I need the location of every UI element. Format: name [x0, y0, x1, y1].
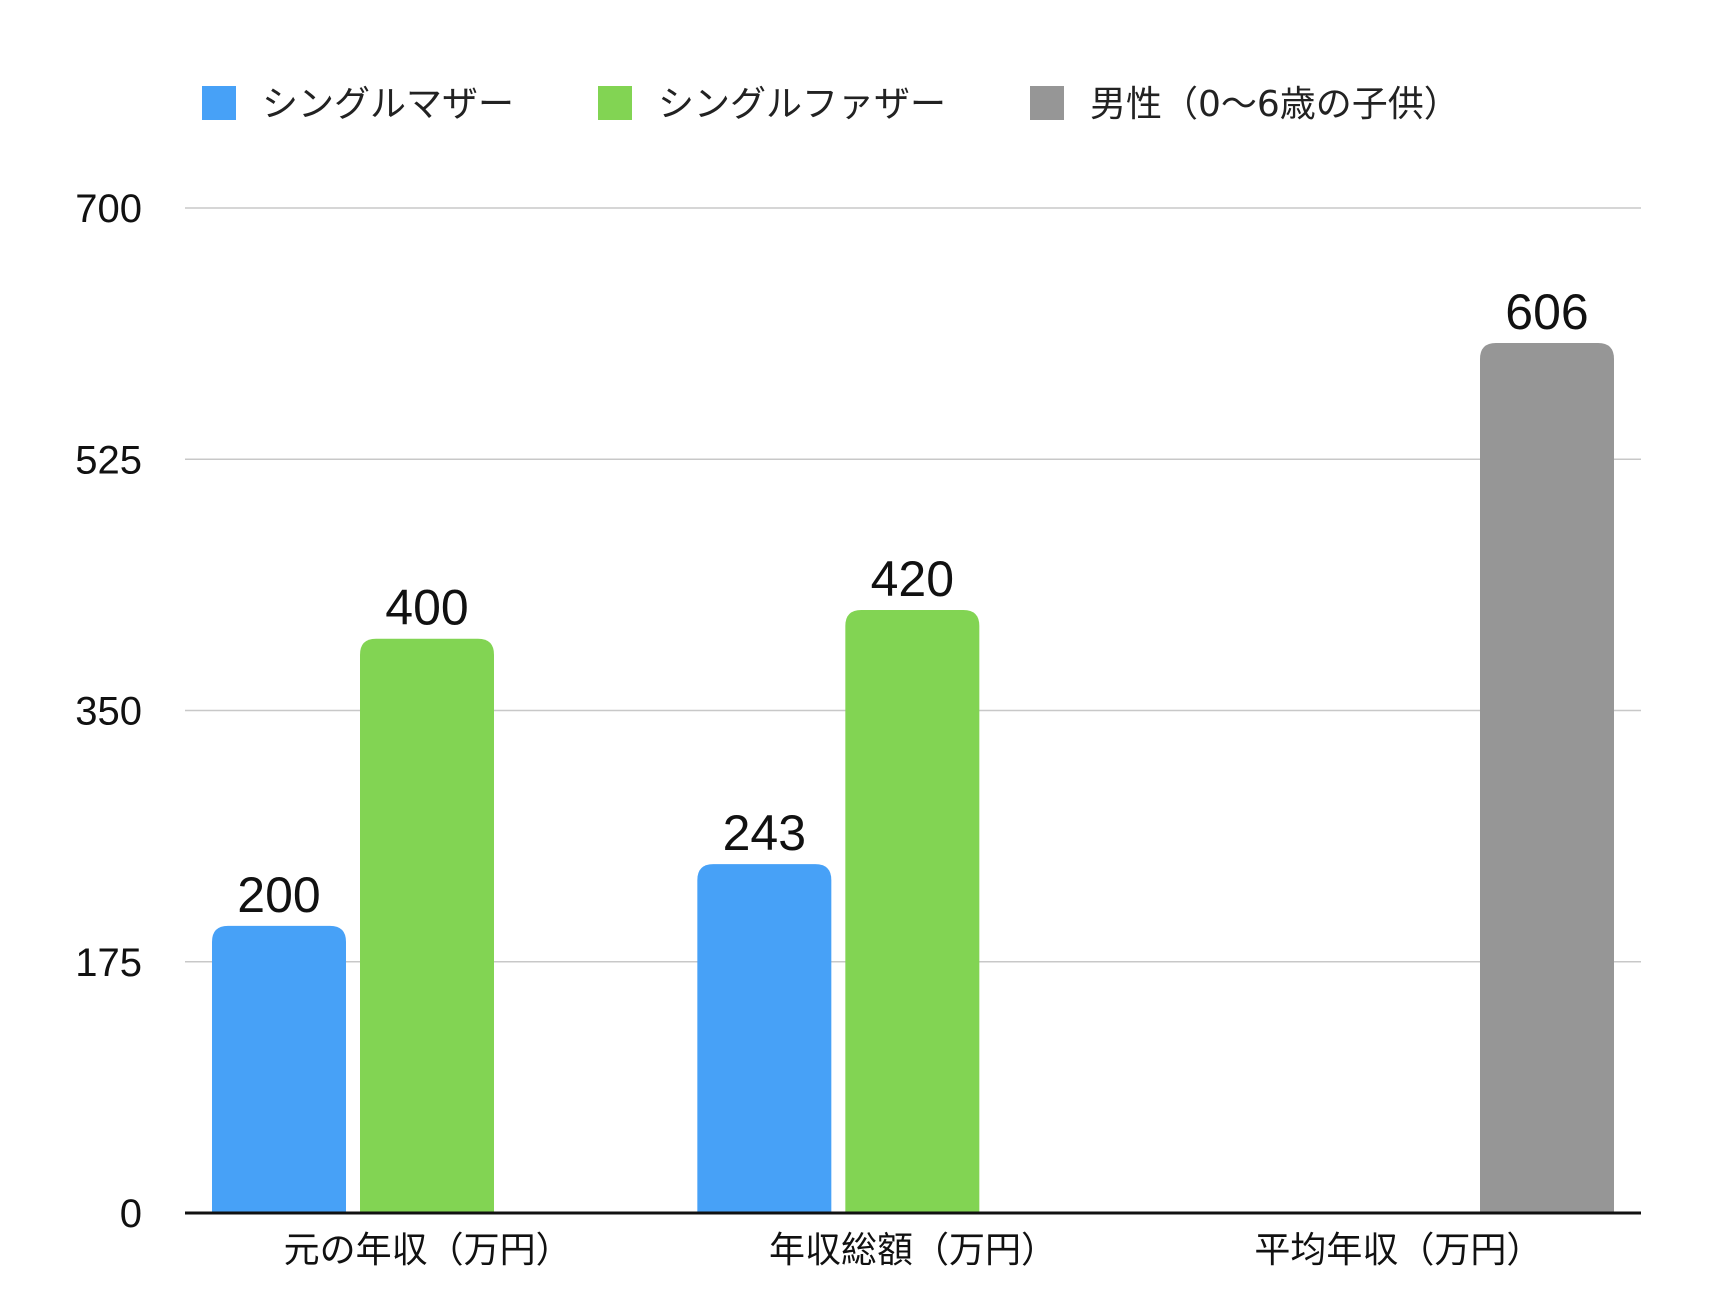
- legend-swatch-0: [202, 86, 236, 120]
- y-tick-label: 0: [120, 1192, 142, 1236]
- y-tick-label: 700: [75, 187, 142, 231]
- legend-swatch-2: [1030, 86, 1064, 120]
- y-tick-label: 175: [75, 941, 142, 985]
- legend-swatch-1: [598, 86, 632, 120]
- legend-label-0: シングルマザー: [262, 84, 514, 125]
- legend-label-1: シングルファザー: [658, 84, 946, 125]
- x-category-label-0: 元の年収（万円）: [284, 1230, 572, 1271]
- data-label-1-1: 420: [871, 551, 954, 607]
- data-label-0-1: 243: [723, 805, 806, 861]
- legend-label-2: 男性（0〜6歳の子供）: [1090, 84, 1460, 125]
- data-label-1-0: 400: [385, 580, 468, 636]
- y-tick-label: 525: [75, 438, 142, 482]
- data-labels: 200 400 243 420 606: [237, 284, 1588, 923]
- bar-0-1: [697, 864, 832, 1213]
- data-label-2-2: 606: [1505, 284, 1588, 340]
- bar-1-0: [360, 638, 494, 1213]
- x-axis-categories: 元の年収（万円） 年収総額（万円） 平均年収（万円）: [284, 1230, 1543, 1271]
- data-label-0-0: 200: [237, 867, 320, 923]
- x-category-label-2: 平均年収（万円）: [1254, 1230, 1542, 1271]
- bars: [212, 342, 1614, 1213]
- bar-1-1: [845, 610, 980, 1213]
- bar-0-0: [212, 925, 346, 1213]
- y-axis-ticks: 0 175 350 525 700: [75, 187, 142, 1236]
- bar-2-2: [1480, 342, 1614, 1213]
- y-tick-label: 350: [75, 690, 142, 734]
- legend: シングルマザー シングルファザー 男性（0〜6歳の子供）: [202, 84, 1460, 125]
- x-category-label-1: 年収総額（万円）: [769, 1230, 1057, 1271]
